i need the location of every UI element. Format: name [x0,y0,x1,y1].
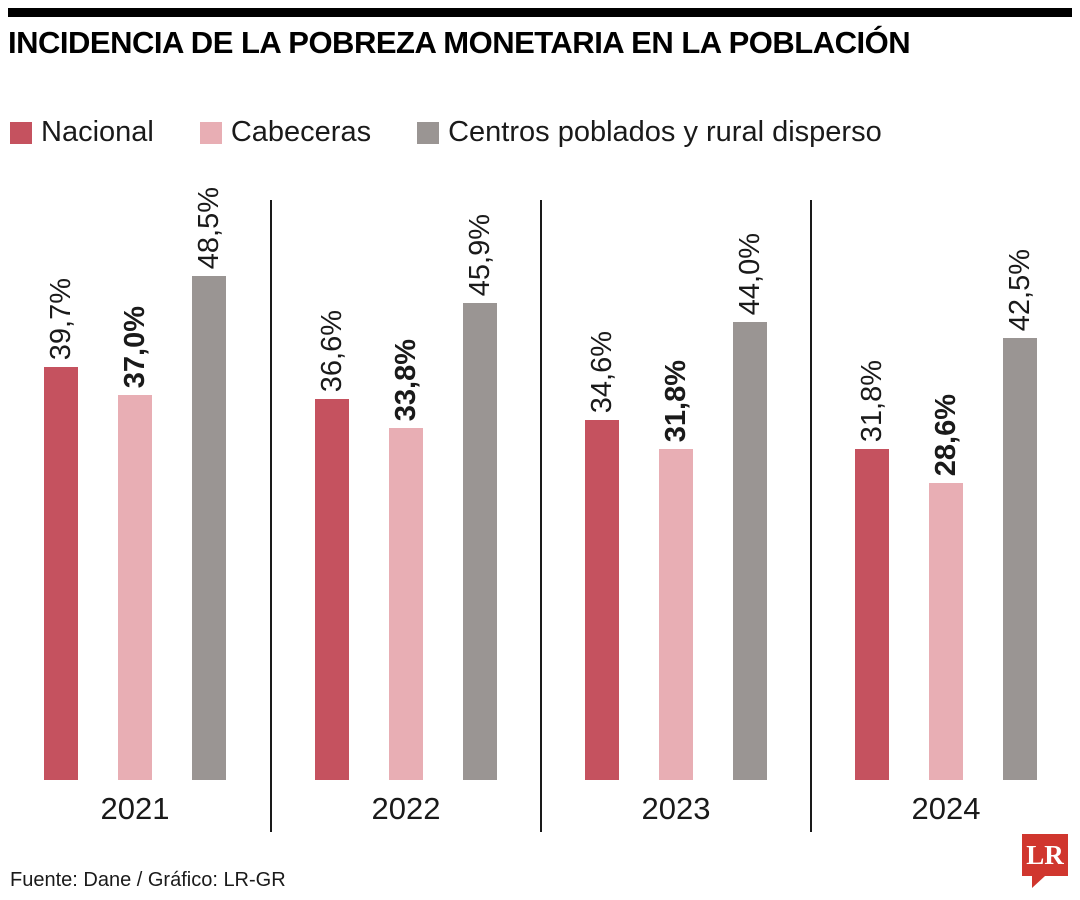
bars-row: 34,6% 31,8% 44,0% [542,200,810,780]
legend: Nacional Cabeceras Centros poblados y rura… [10,116,882,149]
bar-value-label: 39,7% [44,277,77,360]
bar-value-label: 42,5% [1003,248,1036,331]
year-label: 2022 [371,791,441,826]
bar-nacional [315,399,349,780]
legend-label: Centros poblados y rural disperso [448,116,882,148]
bar-item: 36,6% [315,310,349,780]
legend-item: Cabeceras [199,116,372,149]
bar-item: 42,5% [1003,249,1037,780]
bar-centros-poblados-y-rural-disperso [463,303,497,780]
bar-centros-poblados-y-rural-disperso [733,322,767,780]
bar-value-label: 31,8% [659,359,692,442]
bars-row: 31,8% 28,6% 42,5% [812,200,1080,780]
bar-value-label: 48,5% [192,186,225,269]
bar-item: 39,7% [44,278,78,780]
bar-item: 28,6% [929,394,963,780]
legend-item: Nacional [10,116,154,149]
bar-cabeceras [389,428,423,780]
bar-item: 34,6% [585,331,619,780]
bar-item: 31,8% [855,360,889,780]
bars-row: 36,6% 33,8% 45,9% [272,200,540,780]
bar-value-label: 37,0% [118,305,151,388]
year-group-2021: 39,7% 37,0% 48,5% 2021 [0,187,270,832]
bar-cabeceras [929,483,963,780]
source-credit: Fuente: Dane / Gráfico: LR-GR [10,869,286,891]
bar-value-label: 36,6% [315,309,348,392]
bar-value-label: 44,0% [733,232,766,315]
legend-label: Cabeceras [230,116,372,148]
bar-value-label: 33,8% [389,338,422,421]
bar-item: 45,9% [463,214,497,780]
bars-row: 39,7% 37,0% 48,5% [0,187,270,780]
bar-item: 48,5% [192,187,226,780]
bar-value-label: 31,8% [855,359,888,442]
year-label: 2023 [641,791,711,826]
year-group-2024: 31,8% 28,6% 42,5% 2024 [810,200,1080,832]
bar-nacional [44,367,78,780]
bar-value-label: 34,6% [585,330,618,413]
top-rule [8,8,1072,17]
legend-label: Nacional [41,116,154,148]
bar-chart: 39,7% 37,0% 48,5% 2021 36,6% 33,8% 45,9% 2022 34… [0,187,1080,832]
year-label: 2021 [100,791,170,826]
chart-title: INCIDENCIA DE LA POBREZA MONETARIA EN LA… [8,25,911,60]
year-label: 2024 [911,791,981,826]
bar-cabeceras [118,395,152,780]
bar-nacional [585,420,619,780]
bar-centros-poblados-y-rural-disperso [192,276,226,780]
bar-item: 44,0% [733,233,767,780]
bar-cabeceras [659,449,693,780]
legend-item: Centros poblados y rural disperso [417,116,882,149]
bar-item: 31,8% [659,360,693,780]
lr-logo-text: LR [1026,839,1064,870]
year-group-2022: 36,6% 33,8% 45,9% 2022 [270,200,540,832]
bar-centros-poblados-y-rural-disperso [1003,338,1037,780]
bar-nacional [855,449,889,780]
bar-item: 37,0% [118,306,152,780]
lr-logo: LR [1022,834,1068,888]
legend-swatch [417,121,440,144]
bar-value-label: 28,6% [929,393,962,476]
year-group-2023: 34,6% 31,8% 44,0% 2023 [540,200,810,832]
bar-item: 33,8% [389,339,423,780]
legend-swatch [199,121,222,144]
legend-swatch [10,121,32,144]
bar-value-label: 45,9% [463,213,496,296]
